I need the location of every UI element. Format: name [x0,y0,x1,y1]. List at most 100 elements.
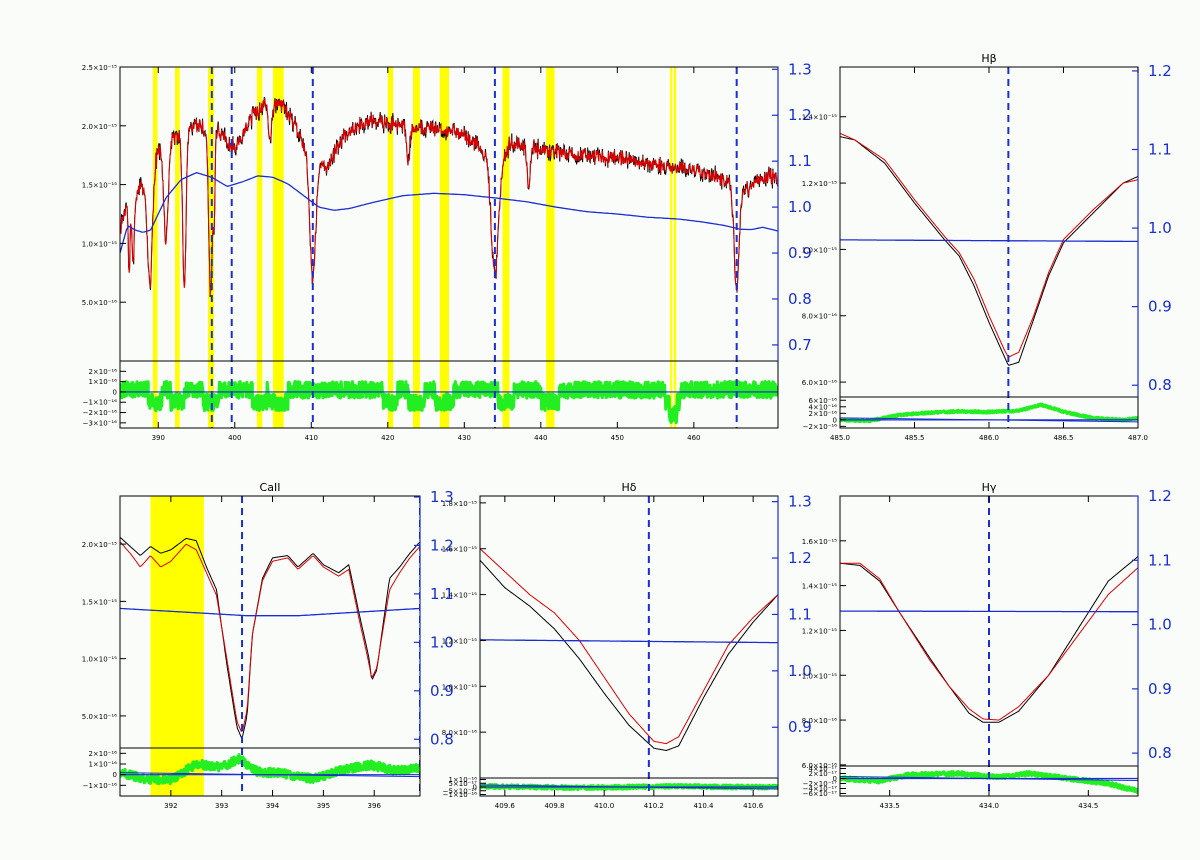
y-tick-label: 6.0×10⁻¹⁶ [802,379,837,387]
panel-title-hd: Hδ [621,481,636,494]
x-tick-label: 420 [381,434,394,442]
residual-tick-label: 1×10⁻¹⁶ [88,761,117,769]
model-series-hd [480,548,778,745]
mask-band-9 [546,67,555,428]
panel-full: 390 400 410 420 430 440 450 460 5.0×10⁻¹⁶ 1.0×10⁻… [82,60,812,442]
y-tick-label: 1.0×10⁻¹⁵ [802,246,837,254]
x-tick-label: 410.0 [594,802,614,810]
y-tick-label: 2.5×10⁻¹⁵ [82,64,117,72]
y2-tick-label: 0.8 [788,290,812,308]
mask-band-6 [413,67,420,428]
x-tick-label: 390 [152,434,165,442]
residual-tick-label: 0 [833,775,837,783]
mask-band-3 [256,67,263,428]
x-tick-label: 400 [228,434,241,442]
x-tick-label: 410.2 [644,802,664,810]
mask-band-0 [152,67,158,428]
x-tick-label: 430 [458,434,471,442]
x-tick-label: 486.5 [1053,434,1073,442]
residual-trend-line-hb [840,417,1138,423]
y2-tick-label: 1.3 [788,493,812,511]
y-tick-label: 1.2×10⁻¹⁵ [802,627,837,635]
model-series-hg [840,562,1138,721]
y2-tick-label: 1.0 [788,662,812,680]
residual-series-hb [840,402,1138,424]
y2-tick-label: 1.3 [788,60,812,78]
continuum-series-ca [120,607,420,617]
residual-tick-label: −4×10⁻¹⁷ [803,785,838,793]
mask-band-4 [273,67,284,428]
residual-tick-label: 0 [473,784,477,792]
residual-tick-label: 1×10⁻¹⁶ [448,776,477,784]
mask-band-8 [502,67,510,428]
panel-hd: Hδ 409.6 409.8 410.0 410.2 410.4 410.6 8.0×10⁻¹… [442,481,812,810]
model-series-ca [120,541,420,732]
x-tick-label: 409.6 [495,802,516,810]
y-tick-label: 1.5×10⁻¹⁵ [82,182,117,190]
x-tick-label: 486.0 [979,434,999,442]
x-tick-label: 409.8 [544,802,564,810]
mask-band-7 [439,67,449,428]
panel-hb: Hβ 485.0 485.5 486.0 486.5 487.0 6.0×10⁻¹⁶ 8.0×… [802,52,1172,442]
y2-tick-label: 1.0 [1148,219,1172,237]
mask-band-1 [175,67,180,428]
y-tick-label: 1.5×10⁻¹⁵ [82,598,117,606]
y2-tick-label: 1.3 [430,488,454,506]
y2-tick-label: 1.2 [788,106,812,124]
panel-ca: CaII 392 393 394 395 396 5.0×10⁻¹⁶ 1.0×10⁻¹⁵ 1.5… [82,481,454,810]
residual-tick-label: 1×10⁻¹⁶ [88,378,117,386]
observed-series-hg [840,556,1138,723]
residual-trend-line-ca [120,772,420,778]
mask-band-11 [673,67,677,428]
frame-hb [839,66,1139,429]
observed-series-hd [480,559,778,752]
residual-tick-label: −2×10⁻¹⁷ [803,780,838,788]
y2-tick-label: 1.2 [430,536,454,554]
residual-tick-label: 4×10⁻¹⁷ [808,765,837,773]
y2-tick-label: 0.9 [1148,680,1172,698]
residual-tick-label: 2×10⁻¹⁶ [808,410,837,418]
y2-tick-label: 0.8 [1148,376,1172,394]
x-tick-label: 434.5 [1078,802,1098,810]
y-tick-label: 1.8×10⁻¹⁵ [442,500,477,508]
y-tick-label: 1.2×10⁻¹⁵ [802,180,837,188]
y2-tick-label: 1.0 [788,198,812,216]
y2-tick-label: 0.8 [1148,744,1172,762]
y2-tick-label: 0.9 [1148,298,1172,316]
panel-title-ca: CaII [260,481,281,494]
observed-series-ca [120,536,420,738]
residual-tick-label: 0 [833,416,837,424]
plot-area-ca [120,496,420,796]
continuum-series-hb [840,239,1138,243]
model-series-full [120,98,778,295]
x-tick-label: 434.0 [979,802,999,810]
y2-tick-label: 1.0 [1148,616,1172,634]
x-tick-label: 395 [317,802,330,810]
x-tick-label: 485.5 [904,434,924,442]
panel-title-hg: Hγ [982,481,997,494]
plot-area-hd [480,496,778,796]
x-tick-label: 410 [305,434,318,442]
panel-title-hb: Hβ [981,52,996,65]
y-tick-label: 1.0×10⁻¹⁵ [802,672,837,680]
residual-tick-label: −2×10⁻¹⁶ [83,409,118,417]
y-tick-label: 8.0×10⁻¹⁶ [442,729,477,737]
y2-tick-label: 1.2 [1148,487,1172,505]
panel-hg: Hγ 433.5 434.0 434.5 6.0×10⁻¹⁶ 8.0×10⁻¹⁶ 1.0×1… [802,481,1172,810]
residual-tick-label: −1×10⁻¹⁶ [443,791,478,799]
y-tick-label: 1.0×10⁻¹⁵ [442,683,477,691]
y2-tick-label: 1.1 [788,605,812,623]
y-tick-label: 1.4×10⁻¹⁵ [802,583,837,591]
y2-tick-label: 1.1 [1148,551,1172,569]
y-tick-label: 5.0×10⁻¹⁶ [82,299,117,307]
y-tick-label: 1.0×10⁻¹⁵ [82,656,117,664]
residual-tick-label: −3×10⁻¹⁶ [83,419,118,427]
y2-tick-label: 0.9 [430,682,454,700]
y2-tick-label: 0.9 [788,718,812,736]
y2-tick-label: 1.2 [788,549,812,567]
y-tick-label: 1.2×10⁻¹⁵ [442,637,477,645]
residual-tick-label: −6×10⁻¹⁷ [803,790,838,798]
residual-tick-label: 0 [113,388,117,396]
residual-tick-label: 2×10⁻¹⁷ [808,770,837,778]
x-tick-label: 485.0 [830,434,850,442]
